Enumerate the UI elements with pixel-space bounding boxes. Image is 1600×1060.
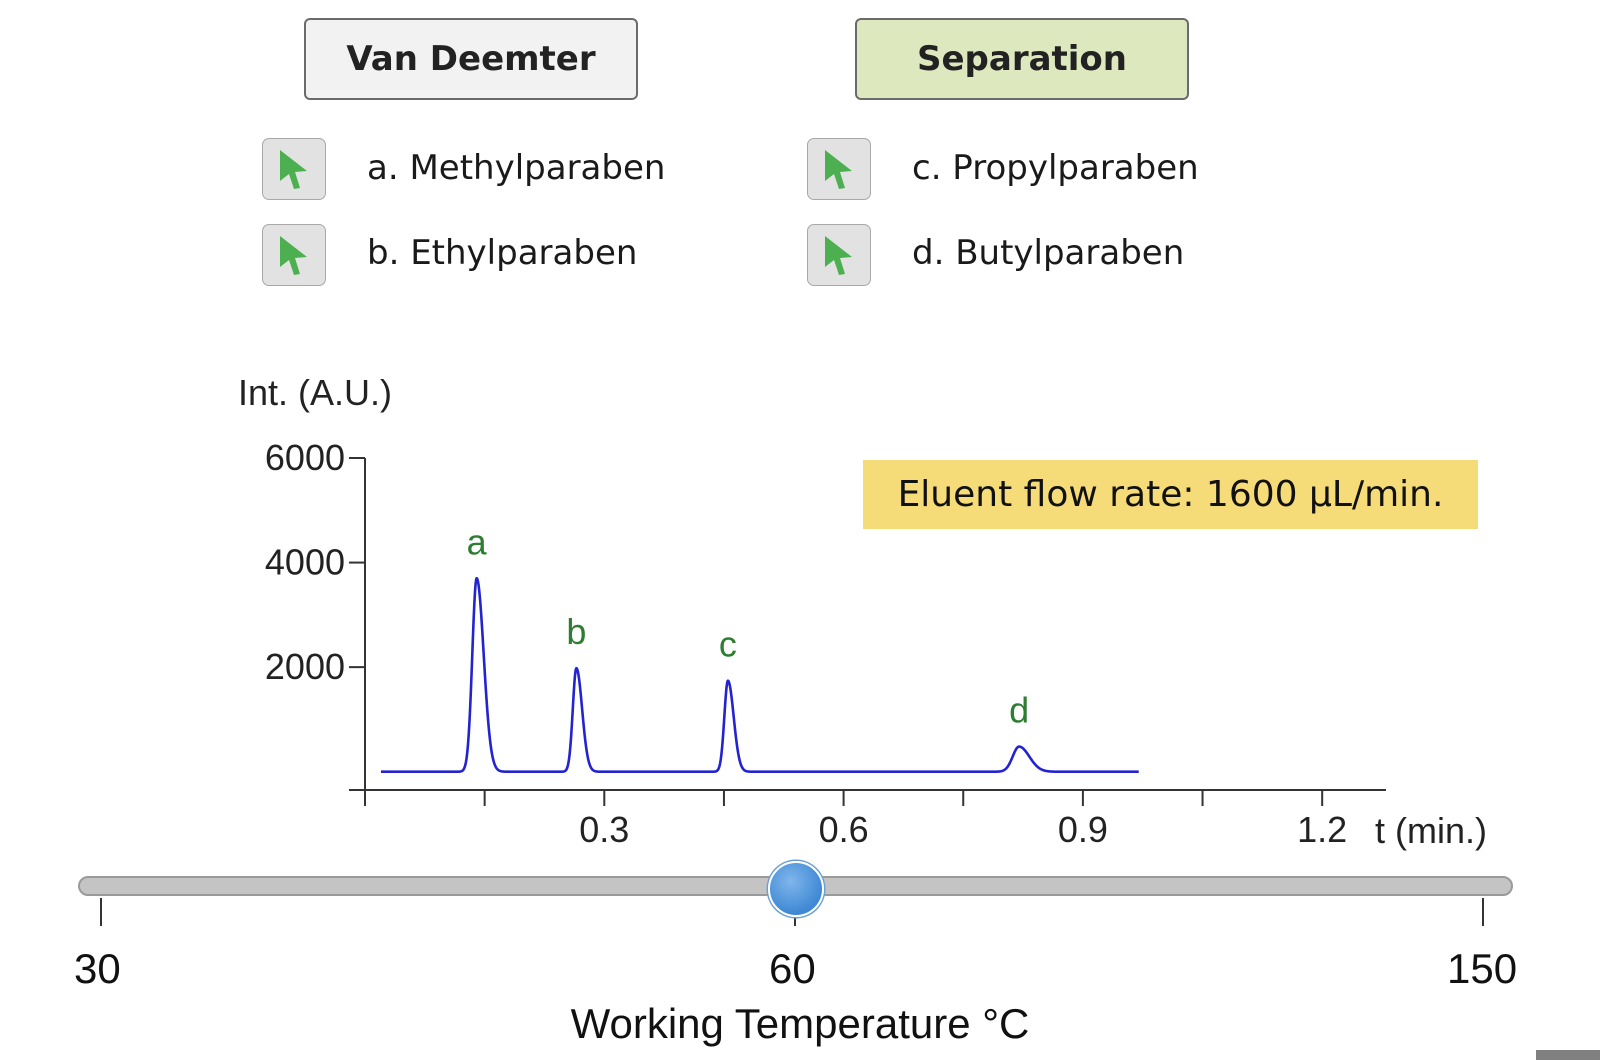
x-axis-label: t (min.)	[1375, 810, 1487, 851]
y-axis-label: Int. (A.U.)	[238, 372, 392, 413]
compound-label-propylparaben: c. Propylparaben	[912, 148, 1199, 188]
green-cursor-arrow-icon	[825, 150, 852, 189]
green-cursor-arrow-icon	[280, 236, 307, 275]
slider-value-label: 60	[769, 945, 816, 992]
x-tick-label: 0.3	[579, 809, 629, 850]
x-tick-label: 0.9	[1058, 809, 1108, 850]
slider-min-label: 30	[74, 945, 121, 992]
slider-tick-min	[100, 898, 102, 926]
peak-label-b: b	[566, 611, 586, 652]
green-cursor-arrow-icon	[825, 236, 852, 275]
y-tick-label: 4000	[265, 542, 345, 583]
green-cursor-arrow-icon	[280, 150, 307, 189]
van-deemter-button[interactable]: Van Deemter	[304, 18, 638, 100]
toggle-butylparaben[interactable]	[807, 224, 871, 286]
slider-tick-max	[1482, 898, 1484, 926]
chromatogram-trace	[379, 576, 1140, 773]
toggle-propylparaben[interactable]	[807, 138, 871, 200]
corner-bar	[1536, 1050, 1600, 1060]
compound-label-ethylparaben: b. Ethylparaben	[367, 233, 638, 273]
toggle-methylparaben[interactable]	[262, 138, 326, 200]
slider-max-label: 150	[1447, 945, 1518, 992]
chromatogram-chart: Int. (A.U.) t (min.) 0.3 0.6 0.9 1.2 2000 400…	[238, 372, 1487, 851]
slider-title: Working Temperature °C	[570, 1000, 1030, 1047]
compound-label-methylparaben: a. Methylparaben	[367, 148, 666, 188]
peak-label-c: c	[719, 624, 737, 665]
x-tick-label: 0.6	[819, 809, 869, 850]
peak-label-d: d	[1009, 690, 1029, 731]
peak-label-a: a	[467, 521, 488, 562]
temperature-slider-thumb[interactable]	[768, 861, 824, 917]
separation-button[interactable]: Separation	[855, 18, 1189, 100]
y-tick-label: 2000	[265, 646, 345, 687]
flow-rate-badge: Eluent flow rate: 1600 µL/min.	[863, 460, 1478, 529]
toggle-ethylparaben[interactable]	[262, 224, 326, 286]
y-tick-label: 6000	[265, 437, 345, 478]
x-tick-label: 1.2	[1297, 809, 1347, 850]
compound-label-butylparaben: d. Butylparaben	[912, 233, 1185, 273]
